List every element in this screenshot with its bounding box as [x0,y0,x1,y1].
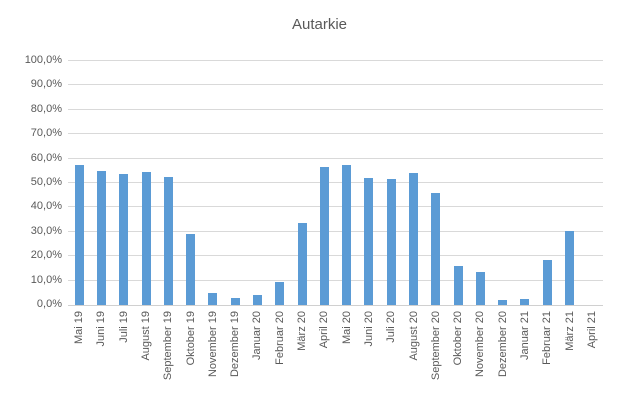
gridline [68,182,603,183]
bar [186,234,196,305]
bar [297,223,307,305]
bar [565,231,575,305]
x-tick-label: November 19 [206,311,219,378]
x-tick-label: November 20 [474,311,487,378]
y-tick-label: 10,0% [30,273,62,286]
bar [453,266,463,305]
bar [141,172,151,305]
x-tick-label: Dezember 20 [496,311,509,378]
bar [319,167,329,305]
x-tick-label: Juni 20 [362,311,375,347]
x-tick-label: Dezember 19 [229,311,242,378]
bar [520,299,530,305]
x-tick-label: Februar 21 [541,311,554,365]
gridline [68,279,603,281]
x-tick-label: September 20 [429,311,442,381]
gridline [68,60,603,61]
x-tick-label: Oktober 19 [184,311,197,366]
gridline [68,108,603,110]
gridline [68,157,603,159]
x-tick-label: August 20 [407,311,420,361]
x-tick-label: August 19 [140,311,153,361]
y-tick-label: 0,0% [36,298,62,310]
x-tick-label: April 20 [318,311,331,349]
x-tick-label: Mai 20 [340,311,353,345]
x-tick-label: Juli 20 [385,311,398,343]
plot-area [68,60,603,306]
y-tick-label: 20,0% [30,249,62,262]
bar [431,193,441,305]
x-tick-label: Februar 20 [273,311,286,365]
x-tick-label: Mai 19 [73,311,86,345]
gridline [68,230,603,232]
bar [208,293,218,305]
gridline [68,133,603,135]
x-tick-label: Januar 21 [518,311,531,360]
bar [96,171,106,305]
x-tick-label: März 21 [563,311,576,351]
bar [275,282,285,305]
y-tick-label: 80,0% [30,102,62,115]
x-tick-label: März 20 [296,311,309,351]
x-tick-label: September 19 [162,311,175,381]
x-tick-label: April 21 [585,311,598,349]
x-tick-label: Oktober 20 [452,311,465,366]
bar [74,165,84,305]
y-tick-label: 70,0% [30,127,62,140]
y-tick-label: 90,0% [30,78,62,91]
y-tick-label: 40,0% [30,200,62,213]
y-tick-label: 60,0% [30,151,62,164]
chart-title: Autarkie [291,16,348,33]
gridline [68,206,603,208]
x-tick-label: Juli 19 [117,311,130,343]
bar [498,300,508,305]
bar [119,174,129,305]
x-tick-label: Januar 20 [251,311,264,360]
bar [342,165,352,305]
bar [386,179,396,305]
bar [252,295,262,305]
gridline [68,84,603,86]
y-tick-label: 30,0% [30,224,62,237]
gridline [68,255,603,257]
x-tick-label: Juni 19 [95,311,108,347]
bar [409,173,419,305]
bar [364,178,374,305]
y-tick-label: 50,0% [30,176,62,188]
bar [163,177,173,305]
y-tick-label: 100,0% [24,54,62,66]
bar [542,260,552,305]
bar [475,272,485,305]
bar [230,298,240,305]
x-axis-line [68,305,603,306]
